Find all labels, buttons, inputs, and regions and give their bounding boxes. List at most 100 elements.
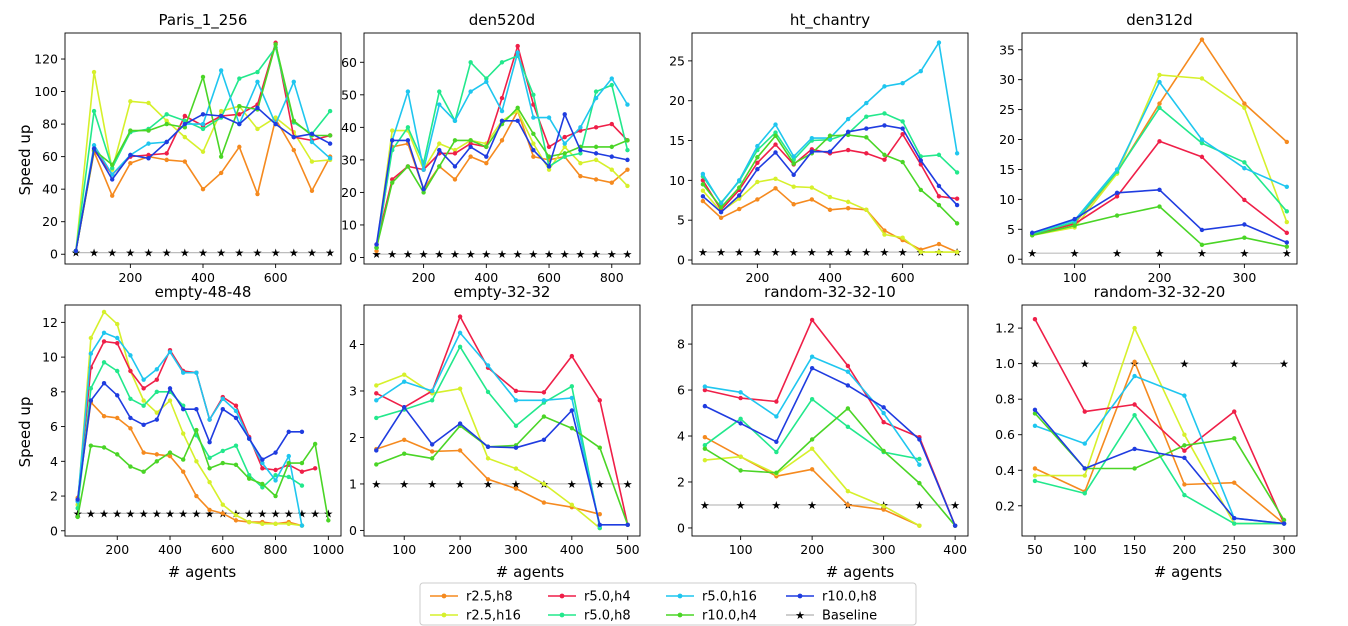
data-point [1072,223,1077,228]
data-point [218,108,224,114]
x-axis-label-2: # agents [496,563,565,581]
data-point [609,82,614,88]
data-point [128,160,133,166]
data-point-star: ★ [372,248,382,261]
data-point [299,523,305,528]
data-point-star: ★ [86,507,96,520]
series-line [1034,409,1285,525]
data-point [499,108,505,114]
data-point-star: ★ [244,507,254,520]
data-point-star: ★ [234,247,244,260]
data-point [429,442,435,447]
data-point-star: ★ [107,247,117,260]
data-point [1242,166,1247,171]
data-point [702,387,708,393]
y-tick-label: 15 [999,162,1015,177]
data-point [541,500,547,505]
data-point [233,408,239,414]
data-point [562,151,567,156]
x-tick-label: 250 [1222,542,1246,557]
data-point [1281,517,1287,523]
data-point-star: ★ [139,507,149,520]
data-point [299,483,305,488]
data-point-star: ★ [575,248,585,261]
series-baseline: ★ ★ ★ ★ ★ ★ ★ [1027,247,1292,260]
series-r2-5-h8 [374,108,630,254]
data-point [181,469,186,474]
data-point [327,141,333,146]
data-point [452,138,458,143]
series-line [1034,318,1285,524]
data-point [1232,480,1237,485]
y-tick-label: 0 [50,523,58,538]
data-point [101,380,107,386]
data-point [531,131,536,137]
data-point [918,249,923,255]
data-point [1242,101,1247,106]
data-point [402,405,407,410]
data-point [625,183,630,189]
data-point-star: ★ [257,507,267,520]
axes-frame [64,32,342,265]
data-point [468,144,473,150]
data-point [286,521,291,527]
data-point-star: ★ [1112,247,1122,260]
data-point [402,379,407,384]
data-point [1232,521,1237,526]
data-point [809,317,815,323]
data-point [737,193,742,198]
data-point [737,178,742,183]
data-point [255,126,260,132]
data-point [569,384,575,389]
series-r5-0-h16 [75,330,305,528]
data-point [246,519,252,525]
data-point [128,99,133,104]
y-tick-label: 0.2 [995,498,1015,513]
data-point-star: ★ [191,507,201,520]
data-point [154,389,160,395]
data-point-star: ★ [310,507,320,520]
data-point [882,232,887,237]
series-baseline: ★★★★★★★★ [700,499,960,512]
data-point [484,79,489,85]
data-point [936,194,942,199]
data-point [702,443,708,448]
y-tick-label: 25 [999,102,1015,117]
data-point [845,369,851,374]
data-point [774,439,779,444]
series-r10-0-h8 [73,105,333,254]
data-point [182,134,188,140]
data-point [485,477,491,482]
data-point [809,185,815,190]
data-point [1182,482,1187,487]
data-point-star: ★ [544,248,554,261]
data-point [755,167,760,172]
x-tick-label: 100 [1063,270,1087,285]
data-point [1199,140,1205,146]
data-point [609,154,614,159]
data-point [390,128,395,133]
data-point [421,186,426,192]
data-point [286,474,291,480]
x-tick-label: 100 [392,542,416,557]
data-point [1082,491,1087,496]
data-point [1082,441,1087,446]
data-point [562,112,567,117]
data-point-star: ★ [771,246,781,259]
data-point [374,398,379,403]
data-point [154,367,160,372]
data-point [437,89,442,94]
data-point [531,102,536,107]
data-point [1199,227,1205,233]
data-point [468,89,473,94]
data-point [625,522,630,528]
data-point [128,426,133,431]
data-point [115,368,120,374]
data-point [954,170,960,175]
data-point [468,141,473,146]
data-point [194,407,199,412]
data-point [881,507,886,512]
data-point [700,171,706,177]
